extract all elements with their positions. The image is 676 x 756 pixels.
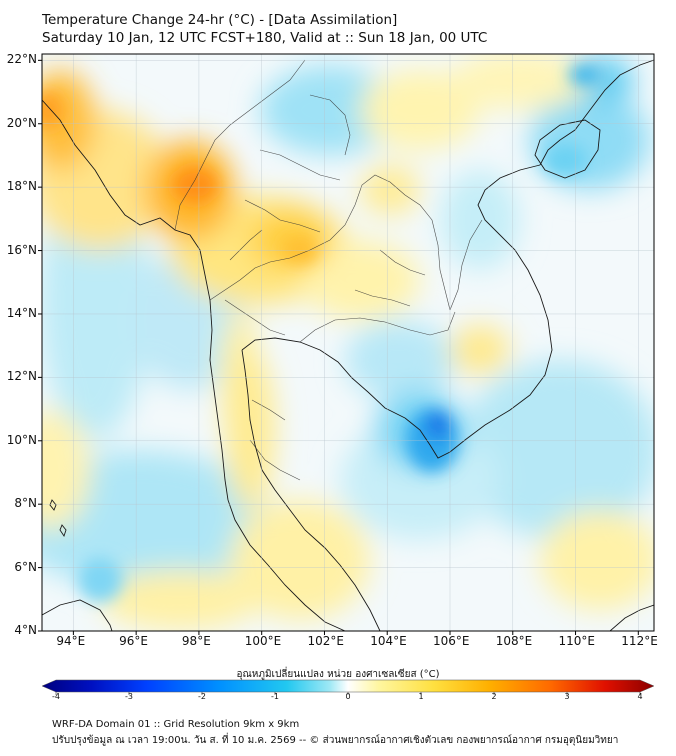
- colorbar-tick-label: 0: [345, 692, 351, 701]
- lon-label: 102°E: [307, 634, 344, 648]
- colorbar-title: อุณหภูมิเปลี่ยนแปลง หน่วย องศาเซลเซียส (…: [236, 669, 440, 680]
- lat-label: 16°N: [6, 242, 37, 257]
- lat-label: 22°N: [6, 52, 37, 67]
- colorbar-tick-label: -4: [52, 692, 60, 701]
- colorbar-tick-label: 2: [491, 692, 497, 701]
- lon-label: 110°E: [558, 634, 596, 648]
- lat-label: 18°N: [6, 179, 37, 194]
- lon-label: 106°E: [433, 634, 470, 648]
- lon-label: 112°E: [621, 634, 658, 648]
- footer-update-info: ปรับปรุงข้อมูล ณ เวลา 19:00น. วัน ส. ที่…: [52, 735, 619, 746]
- lon-label: 100°E: [244, 634, 282, 648]
- colorbar-tick-label: -1: [271, 692, 279, 701]
- lat-label: 20°N: [6, 115, 37, 130]
- colorbar-tick-label: -3: [125, 692, 133, 701]
- chart-subtitle: Saturday 10 Jan, 12 UTC FCST+180, Valid …: [42, 30, 488, 46]
- coastlines: [42, 59, 654, 631]
- colorbar-tick-label: 4: [637, 692, 643, 701]
- lat-label: 6°N: [14, 559, 37, 574]
- lat-label: 4°N: [14, 623, 37, 637]
- plot-frame: [41, 53, 655, 632]
- lat-label: 10°N: [6, 432, 37, 447]
- lat-label: 8°N: [14, 496, 37, 511]
- lat-label: 12°N: [6, 369, 37, 384]
- chart-title: Temperature Change 24-hr (°C) - [Data As…: [42, 12, 398, 28]
- temperature-field: [42, 54, 654, 631]
- lon-label: 104°E: [370, 634, 407, 648]
- lon-label: 94°E: [56, 634, 86, 648]
- lon-label: 96°E: [119, 634, 148, 648]
- lat-label: 14°N: [6, 305, 37, 320]
- footer-model-info: WRF-DA Domain 01 :: Grid Resolution 9km …: [52, 719, 300, 730]
- colorbar-tick-label: 3: [564, 692, 570, 701]
- colorbar-tick-label: -2: [198, 692, 206, 701]
- lon-label: 98°E: [181, 634, 211, 648]
- lon-label: 108°E: [495, 634, 533, 648]
- colorbar: [41, 679, 655, 695]
- axis-ticks: [38, 59, 639, 635]
- admin-borders: [174, 59, 483, 481]
- colorbar-tick-label: 1: [418, 692, 424, 701]
